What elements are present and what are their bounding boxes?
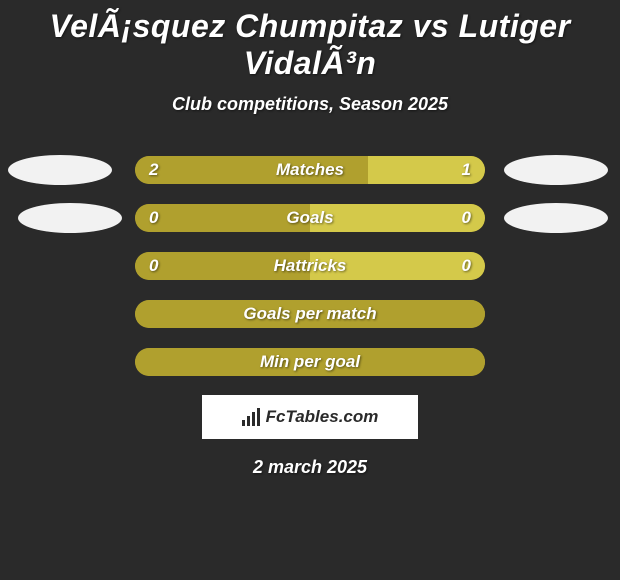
stat-bar: Goals0 0 bbox=[135, 204, 485, 232]
stat-row: Matches2 1 bbox=[0, 155, 620, 185]
stat-row: Goals0 0 bbox=[0, 203, 620, 233]
stat-label: Hattricks bbox=[135, 256, 485, 276]
stat-label: Matches bbox=[135, 160, 485, 180]
stats-rows: Matches21Goals00Hattricks00Goals per mat… bbox=[0, 155, 620, 377]
stat-bar: Goals per match bbox=[135, 300, 485, 328]
stat-label: Goals per match bbox=[135, 304, 485, 324]
stat-value-left: 2 bbox=[149, 160, 158, 180]
team-oval-left bbox=[18, 203, 122, 233]
footer-card-text: FcTables.com bbox=[266, 407, 379, 427]
stat-value-right: 0 bbox=[462, 256, 471, 276]
team-oval-right bbox=[504, 155, 608, 185]
bar-chart-icon bbox=[242, 408, 260, 426]
stat-bar: Min per goal bbox=[135, 348, 485, 376]
stat-row: Goals per match bbox=[0, 299, 620, 329]
date-text: 2 march 2025 bbox=[0, 457, 620, 478]
stat-value-right: 0 bbox=[462, 208, 471, 228]
stat-value-left: 0 bbox=[149, 208, 158, 228]
team-oval-left bbox=[8, 155, 112, 185]
team-oval-right bbox=[504, 203, 608, 233]
stat-label: Min per goal bbox=[135, 352, 485, 372]
page-subtitle: Club competitions, Season 2025 bbox=[0, 94, 620, 115]
stat-label: Goals bbox=[135, 208, 485, 228]
stat-bar: Hattricks0 0 bbox=[135, 252, 485, 280]
stat-row: Hattricks0 0 bbox=[0, 251, 620, 281]
stat-bar: Matches2 1 bbox=[135, 156, 485, 184]
page-title: VelÃ¡squez Chumpitaz vs Lutiger VidalÃ³n bbox=[0, 0, 620, 82]
stat-value-right: 1 bbox=[462, 160, 471, 180]
stat-value-left: 0 bbox=[149, 256, 158, 276]
footer-card[interactable]: FcTables.com bbox=[202, 395, 418, 439]
stat-row: Min per goal bbox=[0, 347, 620, 377]
